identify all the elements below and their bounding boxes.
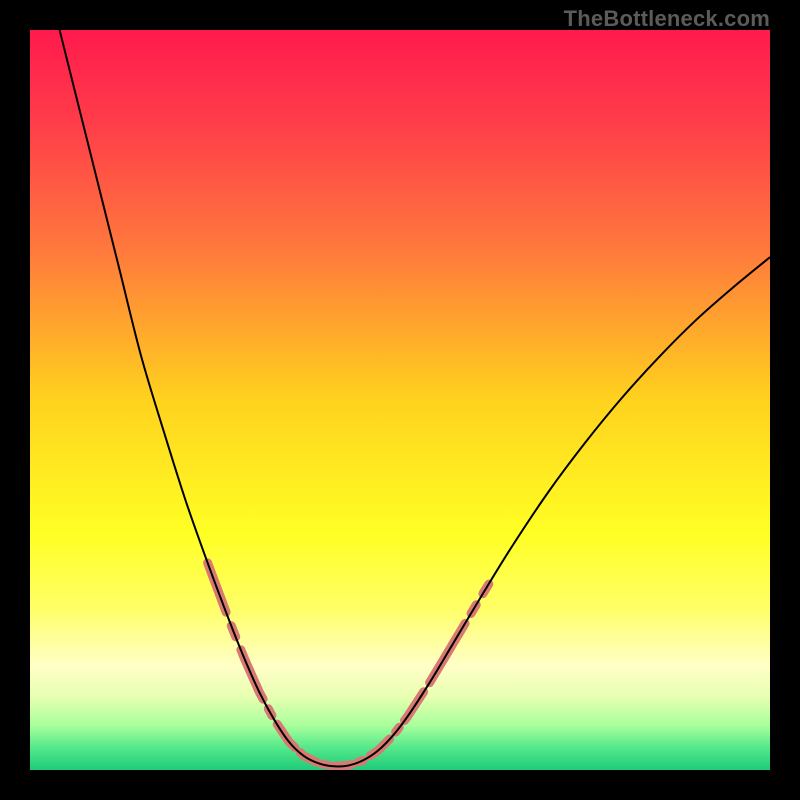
gradient-background <box>30 30 770 770</box>
watermark-text: TheBottleneck.com <box>564 6 770 32</box>
chart-frame: TheBottleneck.com <box>0 0 800 800</box>
bottleneck-curve-chart <box>30 30 770 770</box>
plot-area <box>30 30 770 770</box>
